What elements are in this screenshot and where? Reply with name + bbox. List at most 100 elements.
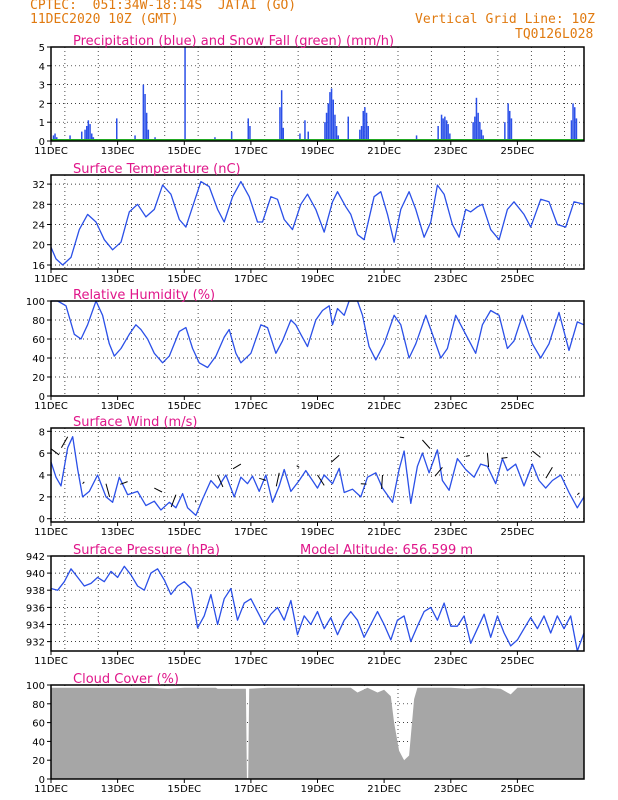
precip-bar	[332, 99, 334, 141]
precip-bar	[304, 120, 306, 141]
y-tick-label: 20	[32, 373, 45, 384]
precip-bar	[504, 122, 506, 141]
precip-bar	[87, 120, 90, 141]
header-grid-note: Vertical Grid Line: 10Z	[415, 12, 596, 27]
x-tick-label: 11DEC	[34, 527, 68, 538]
precip-bar	[337, 135, 339, 141]
precip-bar	[144, 94, 146, 141]
panel-frame	[50, 555, 585, 652]
wind-arrow	[486, 453, 490, 468]
x-tick-label: 21DEC	[367, 656, 401, 667]
cloud-cover-area	[51, 687, 584, 779]
precip-bar	[86, 126, 88, 141]
series-line	[51, 300, 585, 369]
precip-bar	[474, 116, 476, 141]
x-tick-label: 15DEC	[167, 784, 201, 795]
precip-bar	[324, 122, 326, 141]
x-tick-label: 23DEC	[434, 656, 468, 667]
precip-bar	[359, 129, 361, 141]
wind-arrow	[501, 457, 508, 459]
panel-title: Surface Wind (m/s)	[73, 415, 197, 430]
wind-arrow	[434, 466, 443, 477]
precip-bar	[479, 122, 481, 141]
y-tick-label: 20	[32, 756, 45, 767]
x-tick-label: 13DEC	[101, 784, 135, 795]
precip-bar	[365, 112, 368, 141]
y-tick-label: 2	[39, 493, 45, 504]
panel-title: Relative Humidity (%)	[73, 288, 215, 303]
precip-bar	[69, 135, 71, 141]
x-tick-label: 23DEC	[434, 784, 468, 795]
precip-bar	[570, 120, 573, 141]
x-tick-label: 25DEC	[501, 146, 535, 157]
wind-arrow	[105, 483, 111, 498]
x-tick-label: 25DEC	[501, 274, 535, 285]
series-line	[50, 180, 585, 266]
precip-bar	[280, 90, 283, 141]
x-tick-label: 19DEC	[301, 656, 335, 667]
precip-bar	[480, 129, 483, 141]
wind-arrow	[381, 474, 383, 490]
precip-bar	[472, 122, 474, 141]
x-tick-label: 25DEC	[501, 527, 535, 538]
precip-bar	[145, 112, 148, 141]
precip-bar	[444, 116, 446, 141]
x-tick-label: 17DEC	[234, 527, 268, 538]
panel-title: Surface Temperature (nC)	[73, 162, 241, 177]
x-tick-label: 19DEC	[301, 274, 335, 285]
precip-bar	[575, 118, 578, 141]
precip-bar	[572, 103, 574, 141]
x-tick-label: 11DEC	[34, 401, 68, 412]
y-tick-label: 40	[32, 354, 45, 365]
y-tick-label: 0	[39, 392, 45, 403]
x-tick-label: 25DEC	[501, 784, 535, 795]
header-code: TQ0126L028	[515, 27, 594, 42]
panel-subtitle: Model Altitude: 656.599 m	[300, 543, 473, 558]
wind-arrow	[422, 439, 431, 449]
x-tick-label: 21DEC	[367, 274, 401, 285]
y-tick-label: 932	[26, 638, 45, 649]
wind-arrow	[154, 487, 163, 493]
y-tick-label: 80	[32, 700, 45, 711]
precip-bar	[330, 88, 333, 141]
wind-arrow	[545, 467, 553, 479]
series-line	[50, 565, 585, 652]
wind-arrow	[82, 481, 85, 485]
x-tick-label: 17DEC	[234, 656, 268, 667]
precip-bar	[91, 133, 93, 141]
x-tick-label: 19DEC	[301, 527, 335, 538]
x-tick-label: 15DEC	[167, 401, 201, 412]
y-tick-label: 0	[39, 137, 45, 148]
y-tick-label: 100	[26, 297, 45, 308]
x-tick-label: 15DEC	[167, 274, 201, 285]
precip-bar	[299, 133, 301, 141]
panel-frame	[50, 46, 585, 142]
x-tick-label: 13DEC	[101, 527, 135, 538]
x-tick-label: 23DEC	[434, 274, 468, 285]
precip-bar	[347, 116, 349, 141]
y-tick-label: 3	[39, 81, 45, 92]
precip-bar	[360, 126, 363, 141]
precip-bar	[447, 124, 449, 141]
precip-bar	[147, 129, 150, 141]
y-tick-label: 60	[32, 335, 45, 346]
x-tick-label: 21DEC	[367, 146, 401, 157]
header-datetime: 11DEC2020 10Z (GMT)	[30, 12, 179, 27]
y-tick-label: 24	[32, 221, 45, 232]
precip-bar	[54, 133, 56, 141]
wind-arrow	[170, 494, 177, 508]
precip-bar	[362, 110, 364, 141]
x-tick-label: 17DEC	[234, 274, 268, 285]
y-tick-label: 32	[32, 180, 45, 191]
y-tick-label: 4	[39, 62, 45, 73]
x-tick-label: 23DEC	[434, 401, 468, 412]
x-tick-label: 15DEC	[167, 146, 201, 157]
y-tick-label: 938	[26, 586, 45, 597]
precip-bar	[184, 47, 186, 141]
precip-bar	[367, 126, 369, 141]
x-tick-label: 17DEC	[234, 401, 268, 412]
x-tick-label: 17DEC	[234, 146, 268, 157]
wind-arrow	[60, 436, 69, 449]
precip-bar	[325, 112, 328, 141]
wind-arrow	[576, 492, 580, 496]
